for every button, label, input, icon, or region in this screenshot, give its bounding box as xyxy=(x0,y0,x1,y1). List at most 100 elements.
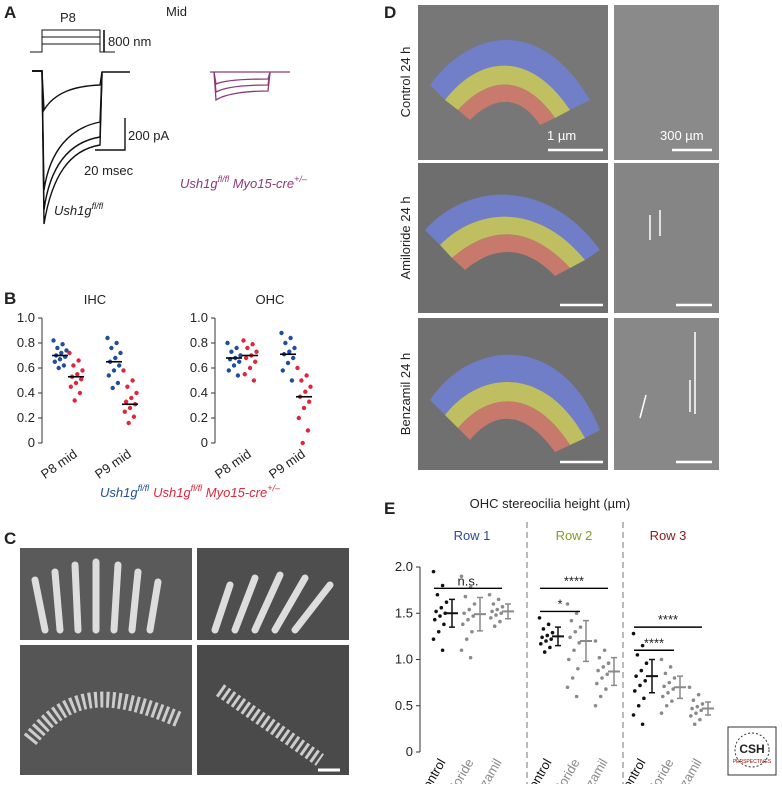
data-point xyxy=(664,703,669,708)
row-label: Benzamil 24 h xyxy=(398,353,413,435)
data-point xyxy=(640,643,645,648)
data-point xyxy=(440,583,445,588)
y-tick-label: 0.5 xyxy=(395,698,413,713)
data-point xyxy=(439,605,444,610)
data-point xyxy=(537,616,542,620)
data-point xyxy=(245,345,250,351)
data-point xyxy=(489,616,493,620)
data-point xyxy=(130,378,135,383)
data-point xyxy=(57,357,63,362)
y-tick-label: 1.0 xyxy=(395,652,413,667)
data-point xyxy=(71,363,76,368)
data-point xyxy=(691,698,696,702)
data-point xyxy=(77,390,83,396)
data-point xyxy=(539,641,543,646)
data-point xyxy=(569,618,574,623)
data-point xyxy=(578,625,583,629)
y-tick-label: 0 xyxy=(406,744,413,759)
control-genotype: Ush1gfl/fl xyxy=(54,201,104,218)
data-point xyxy=(234,345,239,351)
data-point xyxy=(661,694,665,699)
data-point xyxy=(464,637,469,641)
y-tick-label: 0.6 xyxy=(190,360,208,375)
data-point xyxy=(459,648,464,653)
legend-sup: +/– xyxy=(267,483,281,493)
data-point xyxy=(546,622,551,627)
data-point xyxy=(666,691,670,695)
data-point xyxy=(496,597,501,602)
data-point xyxy=(492,624,497,628)
data-point xyxy=(636,703,641,708)
significance-label: n.s. xyxy=(458,573,479,588)
panel-letter: C xyxy=(4,529,16,548)
data-point xyxy=(565,685,570,690)
data-point xyxy=(225,340,230,346)
y-tick-label: 0.8 xyxy=(17,335,35,350)
data-point xyxy=(576,666,580,671)
data-point xyxy=(242,372,247,377)
y-tick-label: 0.2 xyxy=(17,410,35,425)
data-point xyxy=(303,389,308,394)
data-point xyxy=(109,345,114,351)
data-point xyxy=(700,702,705,706)
row-label: Amiloride 24 h xyxy=(398,196,413,279)
data-point xyxy=(59,350,64,356)
data-point xyxy=(287,349,292,354)
data-point xyxy=(226,368,231,373)
data-point xyxy=(436,629,441,634)
data-point xyxy=(605,672,609,677)
x-tick-label: Control xyxy=(415,756,449,784)
data-point xyxy=(467,607,472,612)
data-point xyxy=(631,713,636,717)
genotype-text: Ush1g xyxy=(180,176,218,191)
data-point xyxy=(292,345,297,351)
logo-title: CSH xyxy=(739,742,764,756)
legend-sup: fl/fl xyxy=(191,483,204,493)
data-point xyxy=(696,692,701,697)
data-point xyxy=(72,398,77,403)
data-point xyxy=(52,359,57,364)
data-point xyxy=(593,703,598,708)
scale-label: 300 µm xyxy=(660,128,704,143)
data-point xyxy=(280,368,285,373)
data-point xyxy=(438,614,442,618)
significance-label: * xyxy=(557,596,562,611)
data-point xyxy=(633,689,637,693)
data-point xyxy=(435,592,440,597)
row-label: Row 3 xyxy=(650,528,687,543)
data-point xyxy=(238,353,243,358)
data-point xyxy=(110,385,115,391)
data-point xyxy=(644,661,649,665)
data-point xyxy=(494,613,498,617)
data-point xyxy=(640,722,645,727)
data-point xyxy=(606,661,611,665)
data-point xyxy=(79,377,84,382)
row-label: Control 24 h xyxy=(398,47,413,118)
data-point xyxy=(659,711,664,715)
data-point xyxy=(283,340,288,346)
data-point xyxy=(698,717,702,722)
genotype-text: Myo15-cre xyxy=(229,176,294,191)
y-tick-label: 0.8 xyxy=(190,335,208,350)
legend-sup: fl/fl xyxy=(138,483,151,493)
data-point xyxy=(602,648,607,653)
logo: CSH PERSPECTIVES xyxy=(727,726,777,776)
data-point xyxy=(542,650,547,654)
data-point xyxy=(64,348,69,353)
legend: Ush1gfl/fl Ush1gfl/fl Myo15-cre+/– xyxy=(100,483,281,500)
data-point xyxy=(463,594,468,599)
data-point xyxy=(442,622,446,627)
data-point xyxy=(114,340,119,346)
data-point xyxy=(466,617,470,622)
y-tick-label: 1.5 xyxy=(395,605,413,620)
panel-letter: A xyxy=(4,3,16,22)
region-label: Mid xyxy=(166,4,187,19)
chart-title: OHC stereocilia height (µm) xyxy=(470,496,631,511)
data-point xyxy=(115,380,121,386)
data-point xyxy=(598,694,603,699)
y-tick-label: 0.4 xyxy=(17,385,35,400)
legend-text: Ush1g xyxy=(100,485,138,500)
data-point xyxy=(125,384,130,389)
genotype-sup: +/– xyxy=(294,174,308,184)
data-point xyxy=(596,668,600,673)
